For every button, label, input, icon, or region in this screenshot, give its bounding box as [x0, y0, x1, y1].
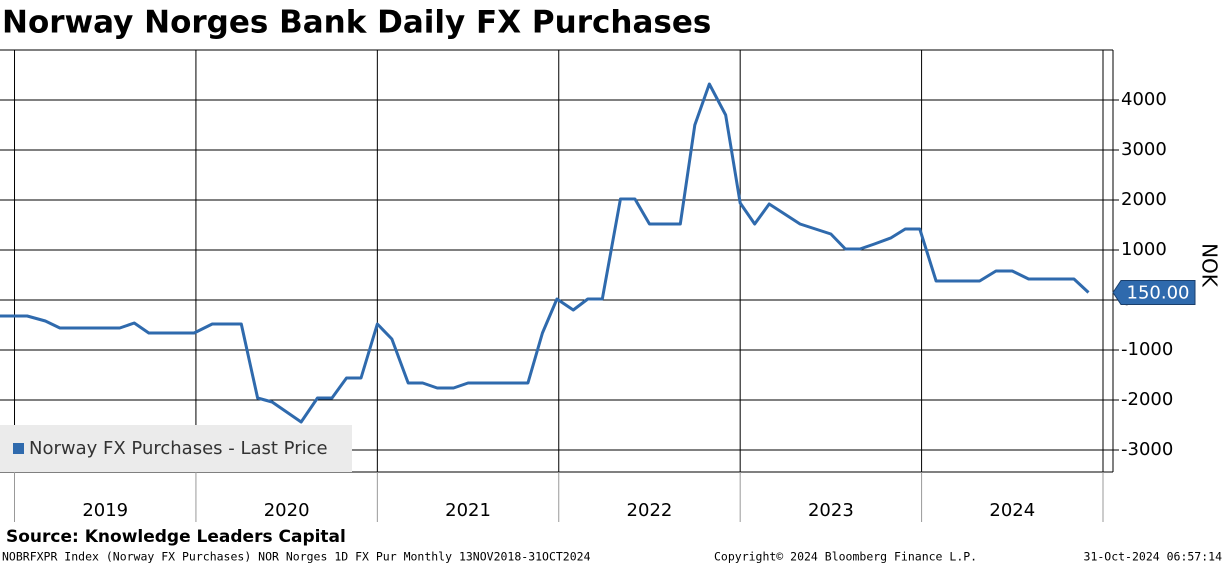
y-axis-label: NOK: [1198, 243, 1222, 288]
y-tick-label: -3000: [1121, 439, 1173, 460]
price-tag: [1112, 280, 1196, 305]
x-tick-label: 2019: [82, 500, 128, 521]
chart-title: Norway Norges Bank Daily FX Purchases: [2, 5, 711, 41]
footer-center: Copyright© 2024 Bloomberg Finance L.P.: [714, 550, 977, 564]
footer-right: 31-Oct-2024 06:57:14: [1084, 550, 1223, 564]
y-tick-label: 1000: [1121, 239, 1167, 260]
legend-box: [0, 425, 352, 472]
x-tick-label: 2021: [445, 500, 491, 521]
x-tick-label: 2023: [808, 500, 854, 521]
legend-swatch: [13, 443, 24, 454]
line: [0, 82, 1090, 424]
x-tick-label: 2020: [264, 500, 310, 521]
legend-label: Norway FX Purchases - Last Price: [29, 438, 328, 459]
footer-left: NOBRFXPR Index (Norway FX Purchases) NOR…: [2, 550, 591, 564]
y-tick-label: 2000: [1121, 189, 1167, 210]
y-tick-label: -1000: [1121, 339, 1173, 360]
x-tick-label: 2022: [627, 500, 673, 521]
y-tick-label: -2000: [1121, 389, 1173, 410]
price-tag-label: 150.00: [1127, 283, 1190, 304]
source: Source: Knowledge Leaders Capital: [6, 527, 346, 547]
y-tick-label: 4000: [1121, 89, 1167, 110]
y-tick-label: 3000: [1121, 139, 1167, 160]
x-tick-label: 2024: [989, 500, 1035, 521]
